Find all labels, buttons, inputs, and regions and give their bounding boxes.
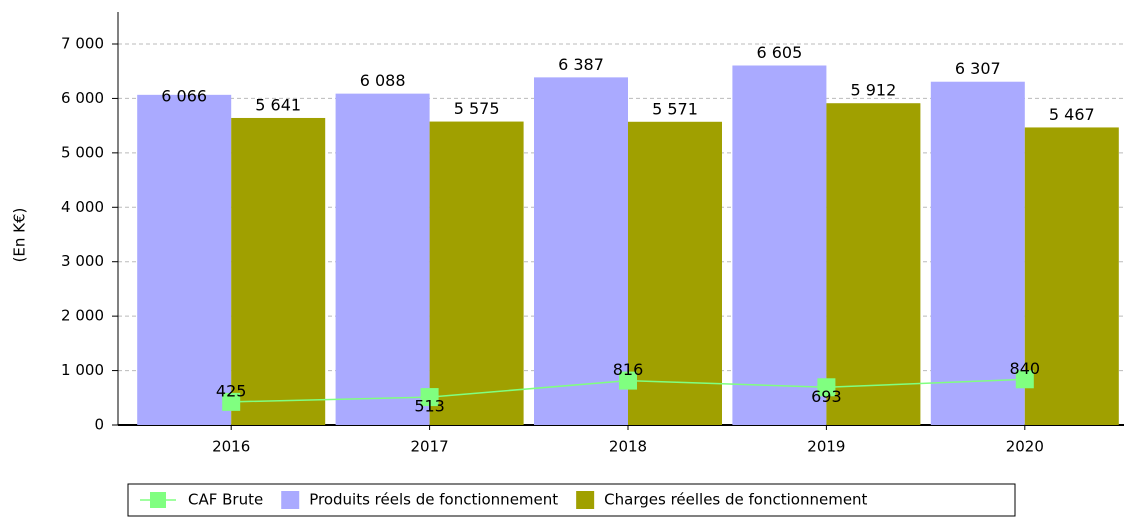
legend-label: Charges réelles de fonctionnement	[604, 491, 867, 509]
bar	[231, 117, 326, 425]
bar	[826, 103, 921, 425]
legend-label: CAF Brute	[188, 491, 263, 509]
value-label: 6 605	[756, 43, 802, 62]
bar	[1024, 127, 1119, 426]
x-tick-label: 2017	[411, 438, 449, 456]
y-tick-label: 0	[94, 416, 104, 434]
line-marker	[420, 388, 439, 407]
value-label: 6 066	[161, 86, 207, 105]
x-tick-label: 2016	[212, 438, 250, 456]
line-marker	[619, 371, 637, 390]
bar	[732, 65, 827, 426]
line-marker	[817, 378, 836, 397]
legend	[127, 483, 1016, 517]
y-tick-label: 7 000	[61, 35, 104, 53]
x-tick-label: 2019	[807, 438, 845, 456]
y-tick-label: 1 000	[61, 361, 104, 379]
value-label: 6 387	[558, 55, 604, 74]
legend-swatch	[281, 491, 300, 509]
bar	[137, 94, 232, 425]
legend-swatch	[576, 491, 595, 509]
value-label: 840	[1010, 359, 1041, 378]
value-label: 5 641	[255, 95, 301, 114]
bar	[534, 77, 628, 425]
value-label: 5 571	[652, 99, 698, 118]
value-label: 6 088	[360, 71, 406, 90]
value-label: 5 467	[1049, 105, 1095, 124]
x-tick-label: 2018	[609, 438, 647, 456]
value-label: 5 912	[850, 81, 896, 100]
bar	[930, 81, 1025, 426]
y-tick-label: 3 000	[61, 252, 104, 270]
legend-label: Produits réels de fonctionnement	[309, 491, 558, 509]
value-label: 513	[414, 397, 445, 416]
y-tick-label: 5 000	[61, 143, 104, 161]
value-label: 816	[613, 360, 644, 379]
value-label: 425	[216, 381, 247, 400]
value-label: 5 575	[454, 99, 500, 118]
x-tick-label: 2020	[1006, 438, 1044, 456]
bar	[628, 121, 722, 425]
line-marker	[1015, 370, 1034, 389]
value-label: 693	[811, 387, 842, 406]
bar	[335, 93, 430, 425]
line-marker	[222, 392, 241, 411]
value-label: 6 307	[955, 59, 1001, 78]
y-tick-label: 4 000	[61, 198, 104, 216]
y-axis-label: (En K€)	[11, 208, 29, 263]
y-tick-label: 6 000	[61, 89, 104, 107]
legend-swatch	[150, 492, 166, 508]
y-tick-label: 2 000	[61, 307, 104, 325]
bar	[429, 121, 524, 425]
